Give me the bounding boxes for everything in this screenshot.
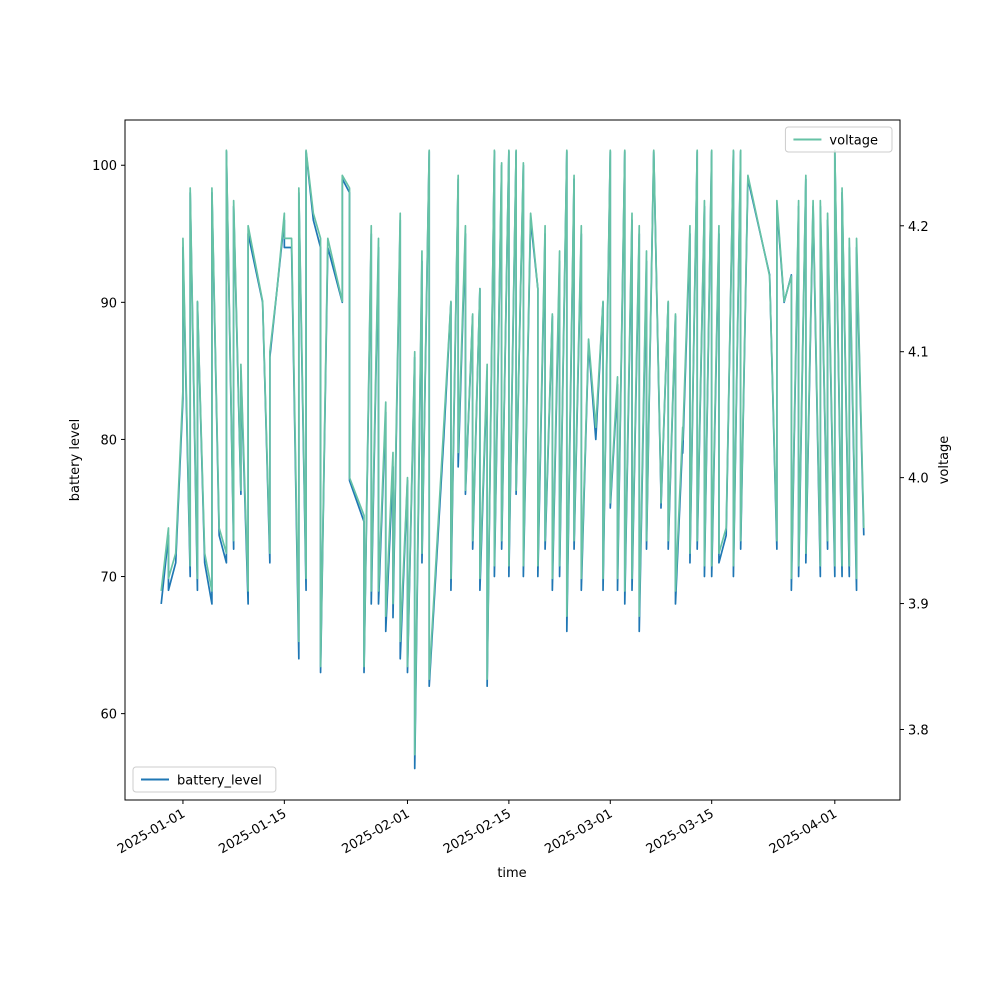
y-tick-label: 70 (100, 571, 117, 586)
x-tick-label: 2025-01-01 (115, 806, 188, 857)
y-tick-label: 80 (100, 433, 117, 448)
y2-tick-label: 3.9 (908, 598, 929, 613)
x-axis-label: time (497, 866, 526, 881)
y2-tick-label: 4.0 (908, 472, 929, 487)
plot-frame (124, 119, 901, 801)
series-line (160, 149, 865, 756)
legend-label: voltage (829, 134, 878, 149)
legend-box (784, 126, 893, 153)
x-tick-label: 2025-02-01 (340, 806, 413, 857)
y-axis-label: battery level (68, 419, 83, 502)
x-tick-label: 2025-03-15 (644, 806, 717, 857)
legend: battery_level (132, 766, 277, 793)
y2-tick-label: 4.2 (908, 220, 929, 235)
legend-box (132, 766, 277, 793)
legend-label: battery_level (177, 774, 262, 789)
y2-tick-label: 3.8 (908, 723, 929, 738)
y-tick-label: 90 (100, 296, 117, 311)
x-tick-label: 2025-03-01 (542, 806, 615, 857)
y2-axis-label: voltage (937, 436, 952, 485)
y-tick-label: 60 (100, 708, 117, 723)
x-tick-label: 2025-01-15 (216, 806, 289, 857)
y-tick-label: 100 (92, 159, 117, 174)
y2-tick-label: 4.1 (908, 346, 929, 361)
legend: voltage (784, 126, 893, 153)
x-tick-label: 2025-04-01 (767, 806, 840, 857)
x-tick-label: 2025-02-15 (441, 806, 514, 857)
